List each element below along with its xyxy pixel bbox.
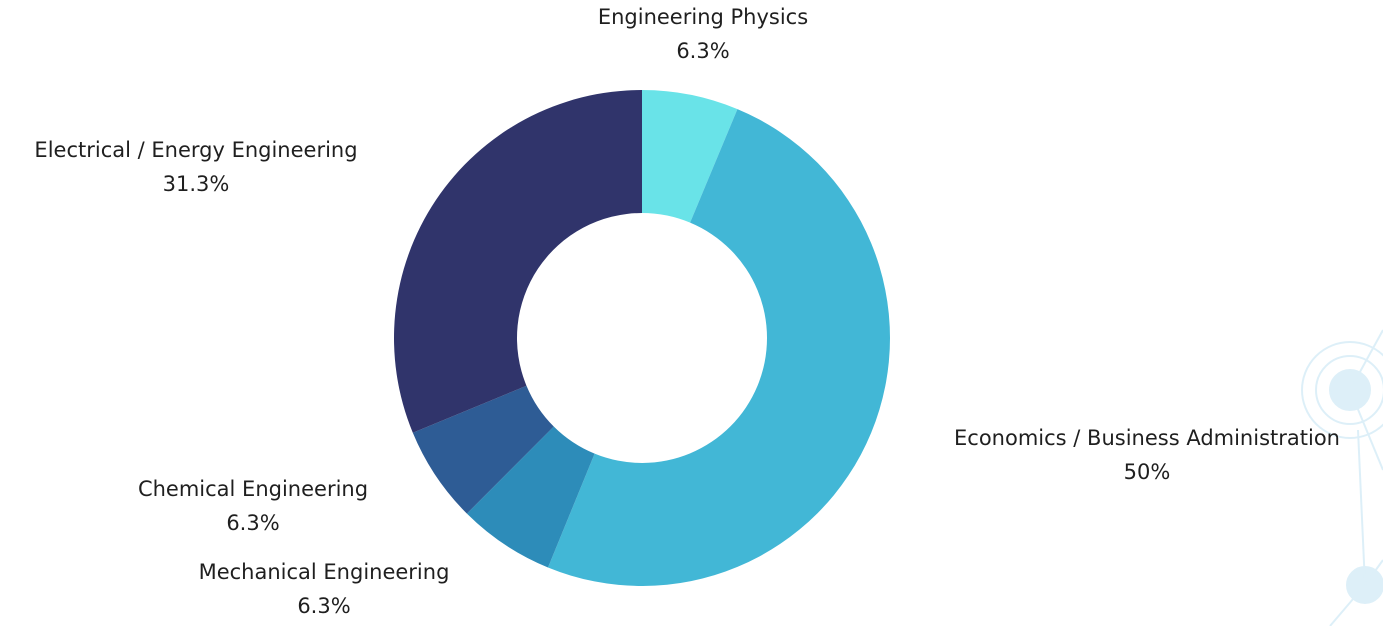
slice-category: Mechanical Engineering (198, 560, 450, 584)
slice-engineering-physics (642, 90, 738, 223)
slice-economics-business-administration (547, 109, 890, 586)
slice-label-economics: Economics / Business Administration 50% (954, 421, 1340, 489)
slice-category: Engineering Physics (597, 5, 809, 29)
slice-category: Electrical / Energy Engineering (34, 138, 358, 162)
slice-label-mechanical: Mechanical Engineering 6.3% (199, 555, 450, 623)
slice-percent: 6.3% (226, 511, 280, 535)
slice-category: Economics / Business Administration (954, 426, 1340, 450)
slice-percent: 31.3% (162, 172, 230, 196)
network-nodes-icon (1301, 329, 1383, 626)
slice-chemical-engineering (412, 385, 554, 514)
slice-label-engineering-physics: Engineering Physics 6.3% (598, 0, 808, 68)
slice-percent: 6.3% (676, 39, 730, 63)
slice-label-electrical: Electrical / Energy Engineering 31.3% (34, 133, 357, 201)
slice-percent: 50% (1123, 460, 1171, 484)
slice-electrical-energy-engineering (393, 89, 642, 433)
slice-percent: 6.3% (297, 594, 351, 618)
slice-label-chemical: Chemical Engineering 6.3% (138, 472, 368, 540)
slice-mechanical-engineering (466, 426, 595, 568)
slice-category: Chemical Engineering (137, 477, 369, 501)
